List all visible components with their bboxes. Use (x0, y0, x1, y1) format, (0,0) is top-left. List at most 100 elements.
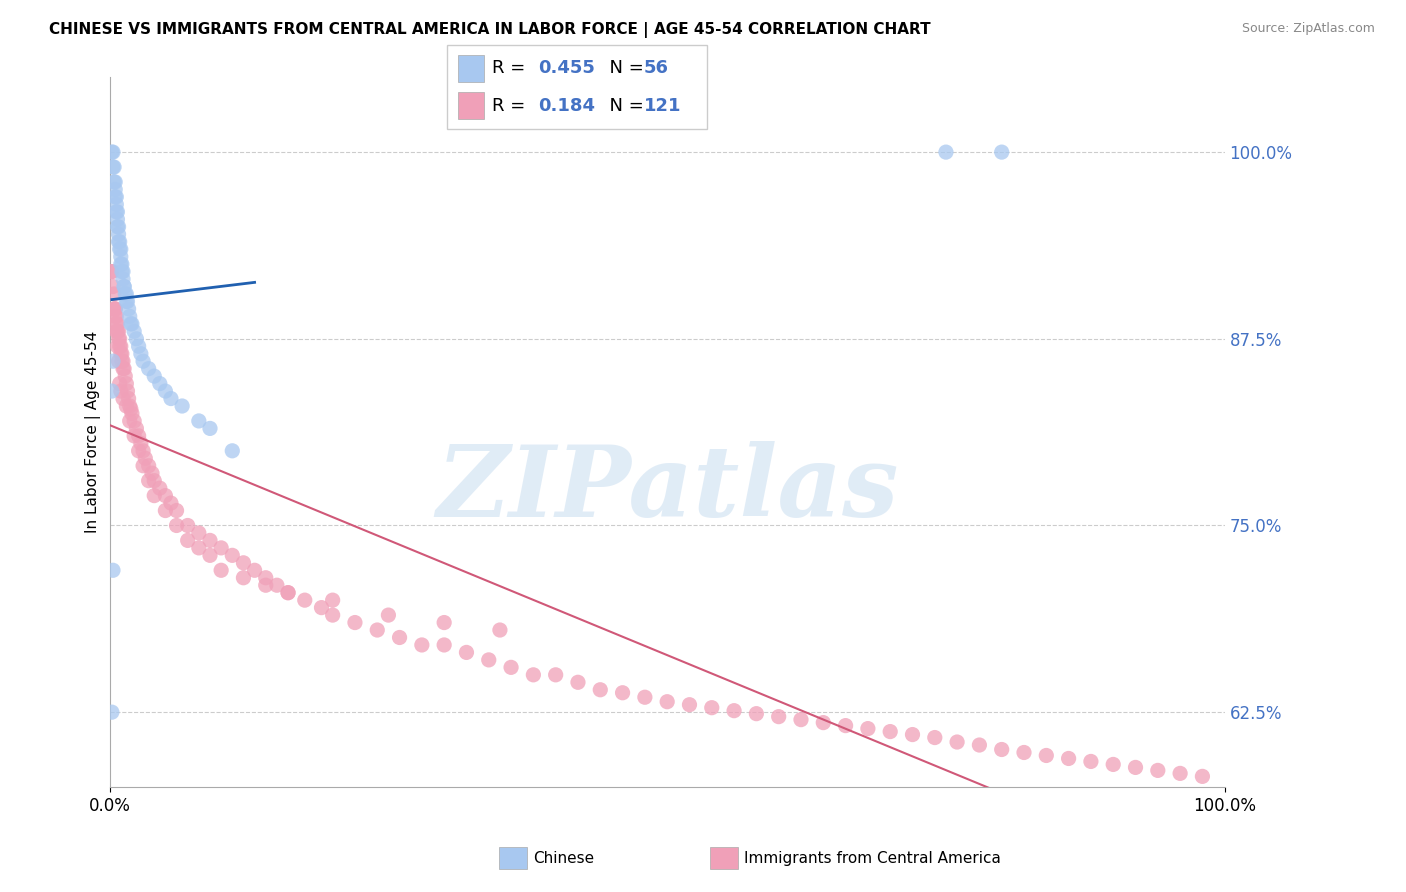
Point (1080, 755, 1102, 769)
Point (117, 301, 139, 316)
Point (101, 145, 124, 160)
Point (187, 414, 209, 428)
Point (114, 287, 136, 301)
Point (433, 638, 456, 652)
Point (768, 709, 790, 723)
Point (176, 533, 198, 548)
Point (209, 541, 232, 555)
Point (343, 615, 366, 630)
Point (101, 384, 124, 398)
Point (266, 578, 288, 592)
Point (101, 279, 124, 293)
Point (489, 623, 512, 637)
Point (160, 392, 183, 406)
Point (1102, 757, 1125, 772)
Point (107, 332, 129, 346)
Text: R =: R = (492, 96, 531, 114)
Point (187, 541, 209, 555)
Point (107, 219, 129, 234)
Point (111, 354, 134, 368)
Point (129, 436, 152, 450)
Point (221, 443, 243, 458)
Point (198, 421, 221, 435)
Point (322, 593, 344, 607)
Point (105, 197, 128, 211)
Point (107, 205, 129, 219)
Point (232, 556, 254, 570)
Point (160, 496, 183, 510)
Point (129, 347, 152, 361)
Point (544, 668, 567, 682)
Text: CHINESE VS IMMIGRANTS FROM CENTRAL AMERICA IN LABOR FORCE | AGE 45-54 CORRELATIO: CHINESE VS IMMIGRANTS FROM CENTRAL AMERI… (49, 22, 931, 38)
Point (132, 443, 155, 458)
Text: 56: 56 (644, 60, 669, 78)
Point (105, 310, 128, 324)
Point (411, 638, 433, 652)
Point (101, 563, 124, 577)
Text: ZIPatlas: ZIPatlas (436, 441, 898, 537)
Point (322, 608, 344, 623)
Point (834, 718, 856, 732)
Point (294, 593, 316, 607)
Point (522, 668, 544, 682)
Point (456, 645, 478, 659)
Point (111, 392, 134, 406)
Point (1191, 769, 1213, 783)
Point (104, 175, 127, 189)
Point (110, 257, 132, 271)
Point (107, 324, 129, 338)
Point (125, 332, 148, 346)
Point (1168, 766, 1191, 780)
Point (111, 361, 134, 376)
Point (166, 518, 188, 533)
Point (155, 384, 177, 398)
Point (112, 279, 135, 293)
Point (388, 631, 411, 645)
Point (118, 414, 141, 428)
Point (101, 160, 124, 174)
Point (110, 250, 132, 264)
Point (114, 369, 136, 384)
Point (1146, 764, 1168, 778)
Point (187, 525, 209, 540)
Point (107, 212, 129, 227)
Text: 0.455: 0.455 (538, 60, 595, 78)
Point (198, 549, 221, 563)
Point (108, 235, 131, 249)
Point (128, 429, 150, 443)
Point (149, 481, 172, 495)
Point (107, 324, 129, 338)
Point (103, 175, 125, 189)
Text: 0.184: 0.184 (538, 96, 596, 114)
Point (935, 145, 957, 160)
Point (433, 615, 456, 630)
Point (101, 354, 124, 368)
Point (105, 205, 128, 219)
Point (138, 361, 160, 376)
Point (128, 339, 150, 353)
Point (107, 227, 129, 242)
Point (132, 354, 155, 368)
Point (110, 242, 132, 256)
Point (115, 376, 138, 391)
Point (172, 399, 194, 413)
Point (111, 354, 134, 368)
Point (104, 301, 127, 316)
Point (121, 317, 143, 331)
Point (117, 384, 139, 398)
Point (117, 392, 139, 406)
Point (117, 294, 139, 309)
Point (143, 369, 166, 384)
Point (901, 728, 924, 742)
Point (108, 332, 131, 346)
Point (105, 324, 128, 338)
Text: Source: ZipAtlas.com: Source: ZipAtlas.com (1241, 22, 1375, 36)
Point (110, 347, 132, 361)
Text: Chinese: Chinese (533, 851, 593, 865)
Point (138, 474, 160, 488)
Y-axis label: In Labor Force | Age 45-54: In Labor Force | Age 45-54 (86, 331, 101, 533)
Text: N =: N = (598, 60, 650, 78)
Text: R =: R = (492, 60, 531, 78)
Point (107, 317, 129, 331)
Point (121, 407, 143, 421)
